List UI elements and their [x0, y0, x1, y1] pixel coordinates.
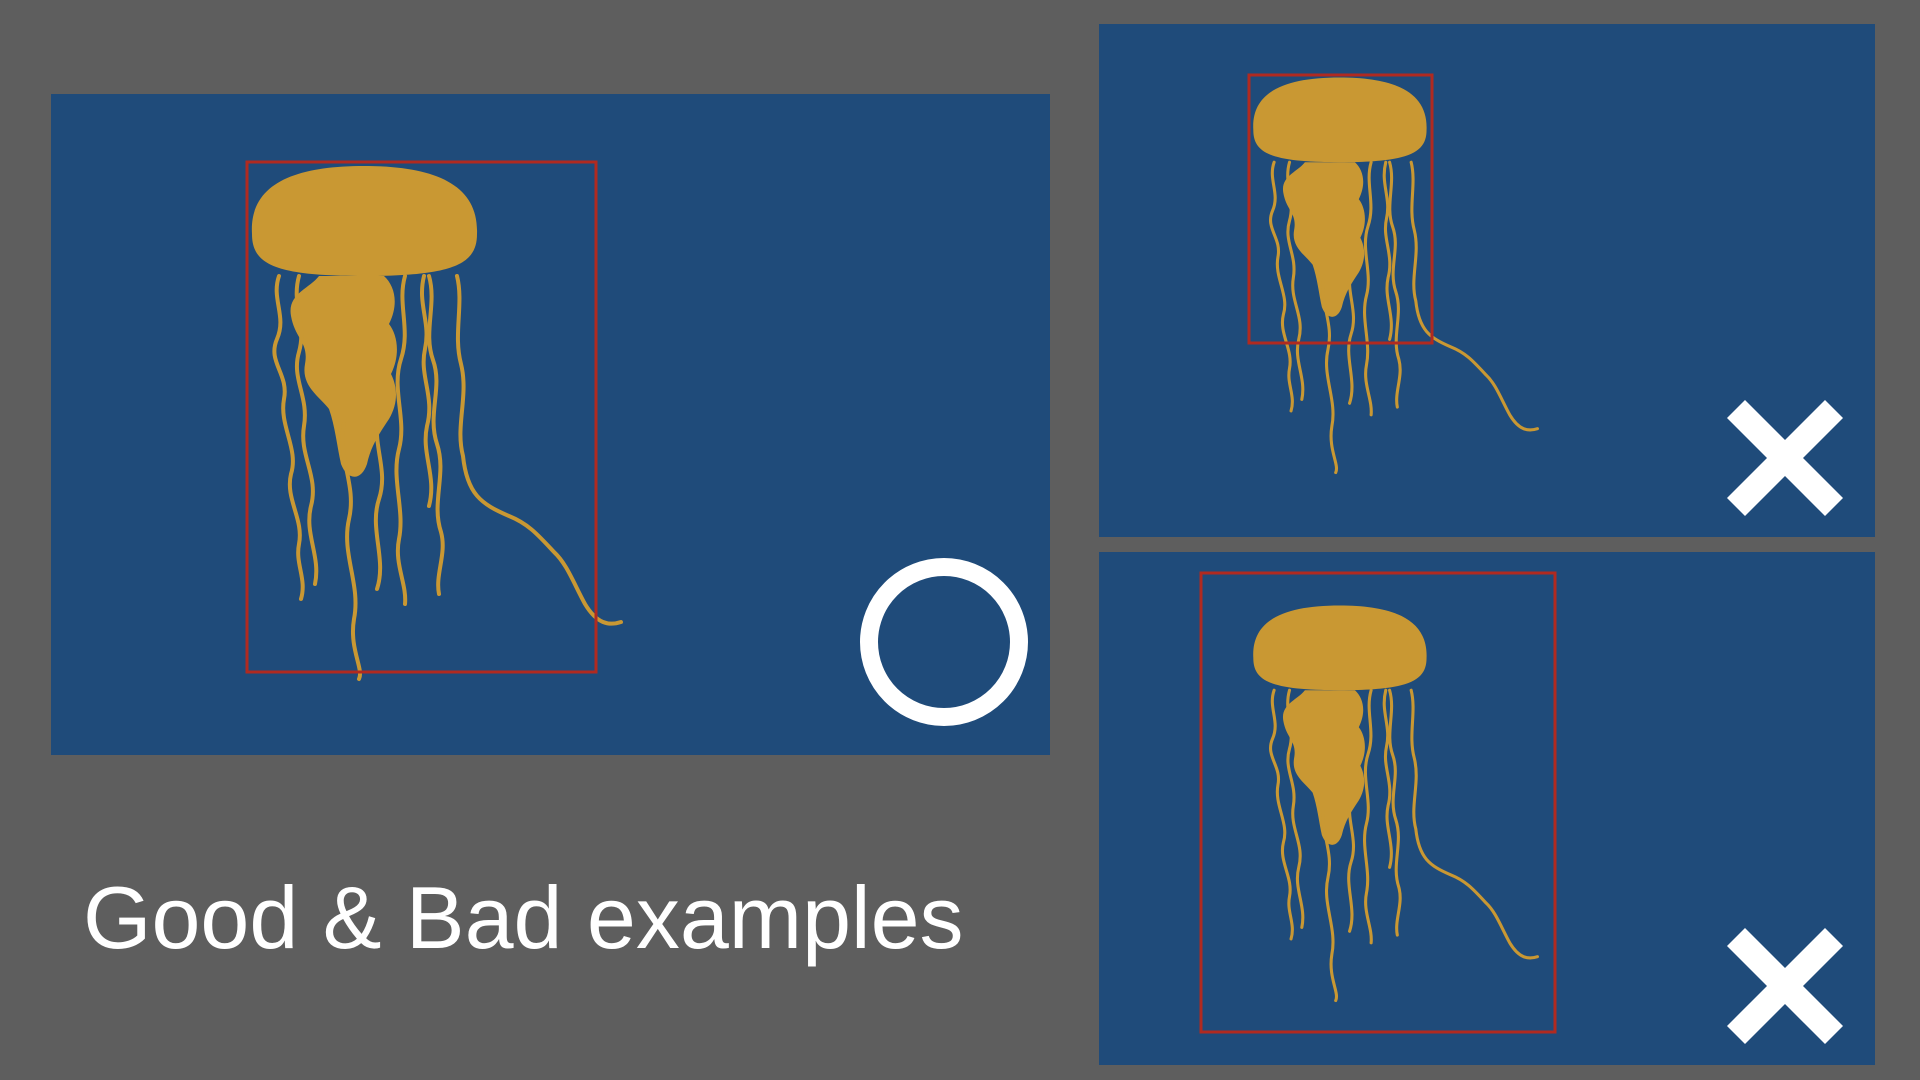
good-example-drawing — [245, 160, 1028, 726]
bounding-box — [1247, 73, 1434, 345]
bad-example-drawing-too-large — [1199, 571, 1844, 1045]
jellyfish-icon — [249, 164, 624, 681]
cross-icon — [1726, 399, 1844, 517]
bounding-box — [245, 160, 598, 674]
bounding-box — [1199, 571, 1557, 1034]
cross-icon — [1726, 927, 1844, 1045]
circle-icon — [860, 558, 1028, 726]
bad-example-panel-too-large — [1099, 552, 1875, 1065]
jellyfish-icon — [1251, 603, 1539, 1003]
jellyfish-icon — [1251, 76, 1539, 475]
caption: Good & Bad examples — [83, 868, 964, 967]
bad-example-drawing-too-small — [1247, 73, 1844, 517]
good-example-panel — [51, 94, 1050, 755]
bad-example-panel-too-small — [1099, 24, 1875, 537]
